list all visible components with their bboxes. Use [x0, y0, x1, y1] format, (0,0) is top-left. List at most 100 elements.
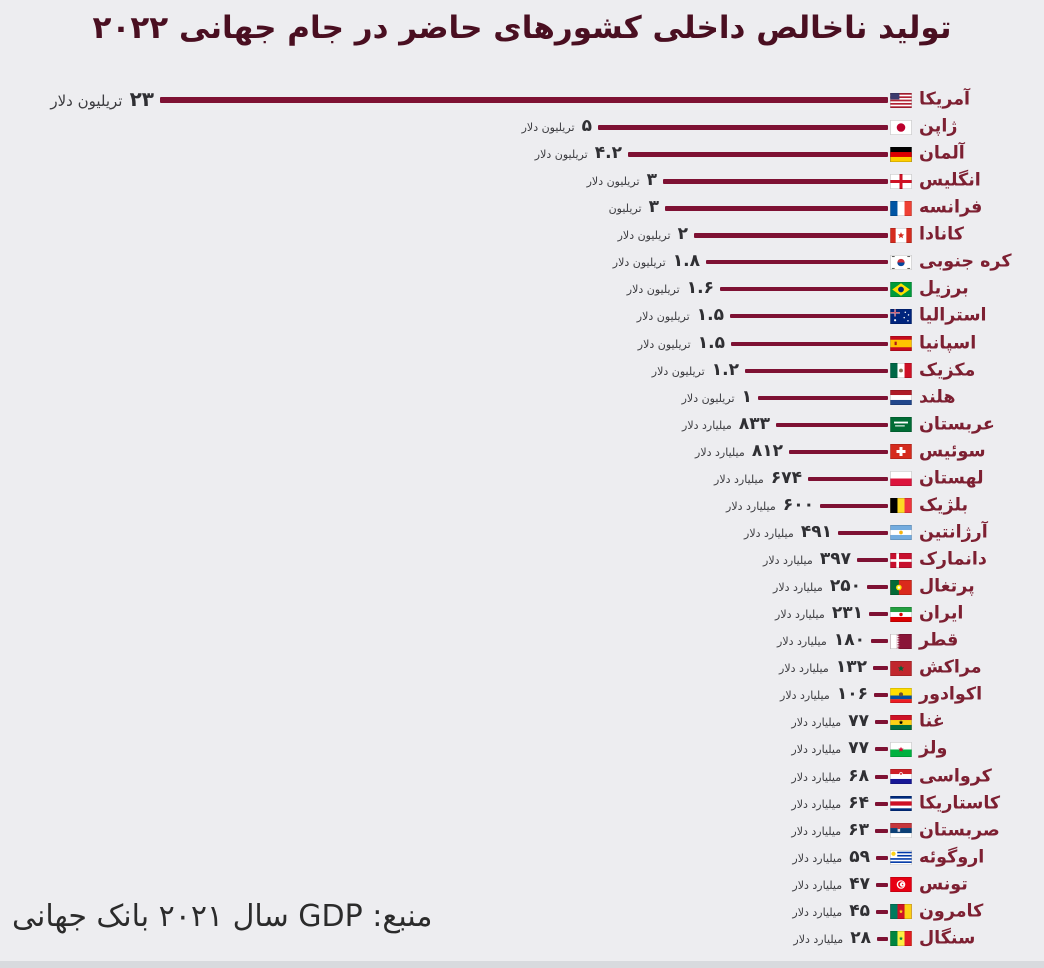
value-label: ۲ تریلیون دلار — [618, 224, 688, 244]
gdp-bar — [706, 260, 888, 265]
country-label: ولز — [919, 739, 948, 760]
value-unit: تریلیون دلار — [681, 391, 735, 405]
value-number: ۷۷ — [848, 738, 869, 759]
gdp-bar — [745, 368, 888, 373]
value-number: ۶۷۴ — [770, 468, 802, 489]
value-label: ۱ تریلیون دلار — [682, 387, 752, 407]
value-unit: میلیارد دلار — [780, 689, 830, 703]
value-number: ۱.۵ — [697, 332, 725, 353]
chart-title: تولید ناخالص داخلی کشورهای حاضر در جام ج… — [92, 10, 952, 46]
value-label: ۴۷ میلیارد دلار — [792, 874, 870, 894]
gdp-bar — [869, 612, 888, 617]
value-unit: میلیارد دلار — [763, 554, 813, 568]
flag-mx-icon — [890, 363, 912, 379]
country-label: برزیل — [919, 279, 969, 300]
value-number: ۶۰۰ — [782, 495, 814, 516]
chart-row: ۳ تریلیون فرانسه — [0, 195, 1044, 222]
value-label: ۱.۵ تریلیون دلار — [637, 306, 724, 326]
chart-row: ۱۳۲ میلیارد دلار مراکش — [0, 655, 1044, 682]
country-label: غنا — [919, 711, 945, 732]
value-number: ۲۳ — [129, 87, 154, 112]
value-unit: تریلیون دلار — [586, 175, 640, 189]
value-unit: میلیارد دلار — [793, 933, 844, 947]
value-unit: میلیارد دلار — [775, 608, 825, 622]
gdp-bar — [871, 639, 888, 644]
value-label: ۱.۸ تریلیون دلار — [613, 252, 700, 272]
country-label: اسپانیا — [919, 333, 977, 354]
flag-au-icon — [890, 308, 912, 324]
country-label: اکوادور — [919, 684, 983, 705]
flag-cm-icon — [890, 904, 912, 920]
value-unit: میلیارد دلار — [792, 878, 843, 892]
value-number: ۱۸۰ — [833, 630, 865, 651]
flag-be-icon — [890, 498, 912, 514]
value-number: ۸۱۲ — [751, 440, 783, 461]
flag-eng-icon — [890, 173, 912, 189]
value-unit: تریلیون — [608, 202, 642, 216]
chart-row: ۵۹ میلیارد دلار اروگوئه — [0, 844, 1044, 871]
chart-row: ۱ تریلیون دلار هلند — [0, 384, 1044, 411]
chart-row: ۴۷ میلیارد دلار تونس — [0, 871, 1044, 898]
value-number: ۳ — [648, 197, 659, 218]
flag-dk-icon — [890, 552, 912, 568]
value-number: ۸۳۳ — [738, 413, 770, 434]
value-unit: تریلیون دلار — [534, 148, 588, 162]
value-label: ۲۵۰ میلیارد دلار — [773, 576, 861, 596]
gdp-bar — [873, 666, 888, 671]
chart-row: ۸۳۳ میلیارد دلار عربستان — [0, 411, 1044, 438]
chart-row: ۳ تریلیون دلار انگلیس — [0, 168, 1044, 195]
country-label: سوئیس — [919, 441, 986, 462]
country-label: هلند — [919, 387, 956, 408]
chart-row: ۶۸ میلیارد دلار کرواسی — [0, 763, 1044, 790]
value-label: ۷۷ میلیارد دلار — [791, 712, 869, 732]
country-label: استرالیا — [919, 306, 987, 327]
bottom-strip — [0, 961, 1044, 968]
value-number: ۱.۶ — [686, 278, 714, 299]
chart-row: ۸۱۲ میلیارد دلار سوئیس — [0, 438, 1044, 465]
value-label: ۱.۲ تریلیون دلار — [652, 360, 739, 380]
country-label: بلژیک — [919, 495, 969, 516]
gdp-bar — [628, 151, 888, 157]
value-label: ۱.۶ تریلیون دلار — [627, 279, 714, 299]
flag-ca-icon — [890, 227, 912, 243]
chart-row: ۲ تریلیون دلار کانادا — [0, 222, 1044, 249]
value-number: ۱.۲ — [711, 359, 739, 380]
value-number: ۱ — [741, 386, 752, 407]
chart-row: ۶۷۴ میلیارد دلار لهستان — [0, 465, 1044, 492]
value-number: ۵۹ — [849, 846, 870, 867]
gdp-bar — [875, 828, 888, 833]
value-label: ۳ تریلیون — [609, 197, 659, 217]
gdp-bar — [730, 314, 888, 319]
value-number: ۴۷ — [849, 873, 870, 894]
gdp-bar — [867, 585, 888, 590]
flag-uy-icon — [890, 850, 912, 866]
gdp-bar — [160, 97, 888, 103]
chart-row: ۱۸۰ میلیارد دلار قطر — [0, 628, 1044, 655]
value-unit: میلیارد دلار — [791, 743, 842, 757]
chart-row: ۱.۵ تریلیون دلار استرالیا — [0, 303, 1044, 330]
flag-es-icon — [890, 336, 912, 352]
value-label: ۵ تریلیون دلار — [522, 116, 592, 136]
gdp-bar — [731, 341, 888, 346]
value-unit: تریلیون دلار — [626, 283, 680, 297]
value-number: ۱.۸ — [672, 251, 700, 272]
flag-wls-icon — [890, 741, 912, 757]
gdp-bar — [875, 801, 888, 806]
value-number: ۲۵۰ — [829, 576, 861, 597]
value-label: ۲۸ میلیارد دلار — [793, 928, 871, 948]
chart-row: ۶۳ میلیارد دلار صربستان — [0, 817, 1044, 844]
gdp-bar — [838, 530, 888, 535]
flag-pl-icon — [890, 471, 912, 487]
chart-row: ۱.۶ تریلیون دلار برزیل — [0, 276, 1044, 303]
gdp-bar — [877, 936, 888, 941]
gdp-bar — [875, 774, 888, 779]
value-label: ۱۸۰ میلیارد دلار — [777, 630, 865, 650]
value-unit: میلیارد دلار — [744, 527, 794, 541]
value-number: ۱۰۶ — [836, 684, 868, 705]
flag-nl-icon — [890, 390, 912, 406]
value-label: ۶۳ میلیارد دلار — [791, 820, 869, 840]
value-unit: تریلیون دلار — [651, 364, 705, 378]
country-label: پرتغال — [919, 576, 975, 597]
value-number: ۱.۵ — [696, 305, 724, 326]
gdp-bar — [875, 747, 888, 752]
